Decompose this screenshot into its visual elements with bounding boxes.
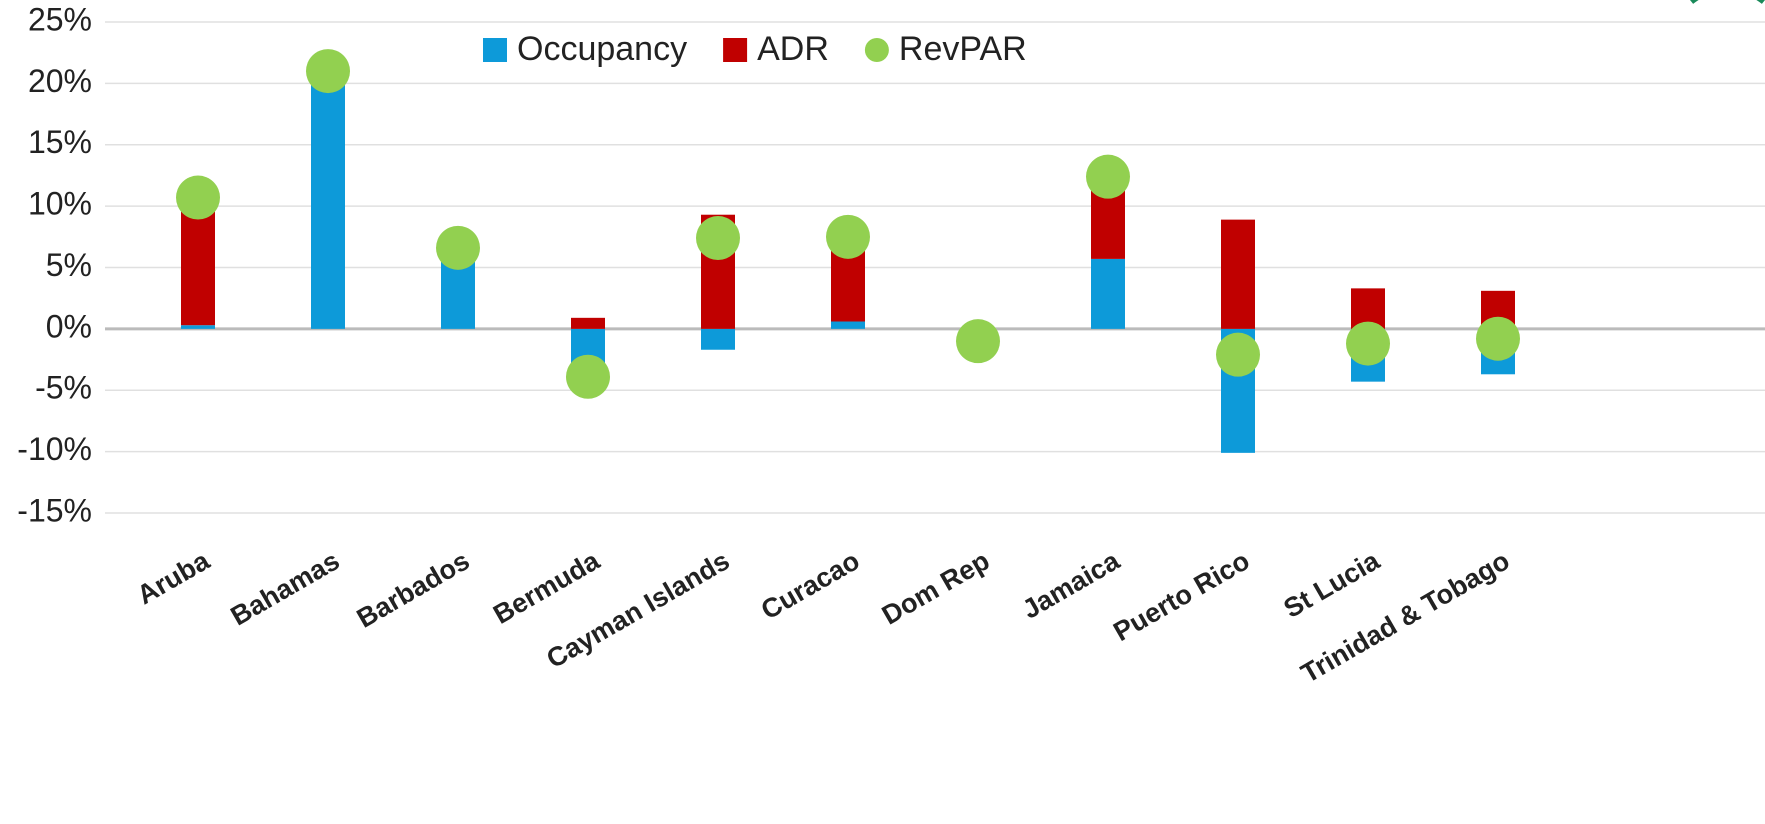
dot: [176, 175, 220, 220]
bar: [571, 317, 605, 329]
y-tick-label: -10%: [17, 431, 92, 467]
dot: [566, 354, 610, 399]
y-tick-label: 25%: [28, 1, 92, 37]
legend-label: RevPAR: [899, 30, 1027, 68]
dot: [956, 319, 1000, 364]
x-tick-label: St Lucia: [1279, 545, 1386, 624]
x-tick-label: Bermuda: [488, 545, 605, 630]
dot: [1476, 316, 1520, 361]
legend-swatch: [483, 38, 507, 62]
legend-label: ADR: [757, 30, 829, 68]
legend-swatch: [864, 38, 889, 62]
x-tick-label: Jamaica: [1017, 545, 1125, 625]
x-tick-label: Aruba: [132, 545, 215, 610]
dot: [436, 225, 480, 270]
y-tick-label: -5%: [35, 370, 92, 406]
bar: [181, 325, 215, 329]
bar: [441, 261, 475, 329]
bar: [1091, 258, 1125, 329]
x-tick-label: Curacao: [756, 545, 865, 625]
dot: [826, 214, 870, 259]
bar: [1221, 219, 1255, 329]
dot: [1346, 321, 1390, 366]
y-tick-label: -15%: [17, 492, 92, 528]
dot: [1086, 154, 1130, 199]
bar: [311, 77, 345, 329]
x-tick-label: Dom Rep: [877, 545, 995, 630]
dot: [306, 49, 350, 94]
y-tick-label: 5%: [46, 247, 92, 283]
legend-swatch: [723, 38, 748, 62]
bar: [701, 328, 735, 350]
y-tick-label: 0%: [46, 308, 92, 344]
y-tick-label: 10%: [28, 186, 92, 222]
y-tick-label: 15%: [28, 124, 92, 160]
y-tick-label: 20%: [28, 63, 92, 99]
dot: [696, 216, 740, 261]
x-tick-label: Barbados: [352, 545, 475, 633]
x-tick-label: Bahamas: [226, 545, 345, 631]
dot: [1216, 332, 1260, 377]
bar: [831, 321, 865, 329]
legend-label: Occupancy: [517, 30, 687, 68]
x-tick-label: Trinidad & Tobago: [1296, 545, 1515, 688]
x-tick-label: Puerto Rico: [1108, 545, 1254, 647]
bar: [181, 208, 215, 326]
